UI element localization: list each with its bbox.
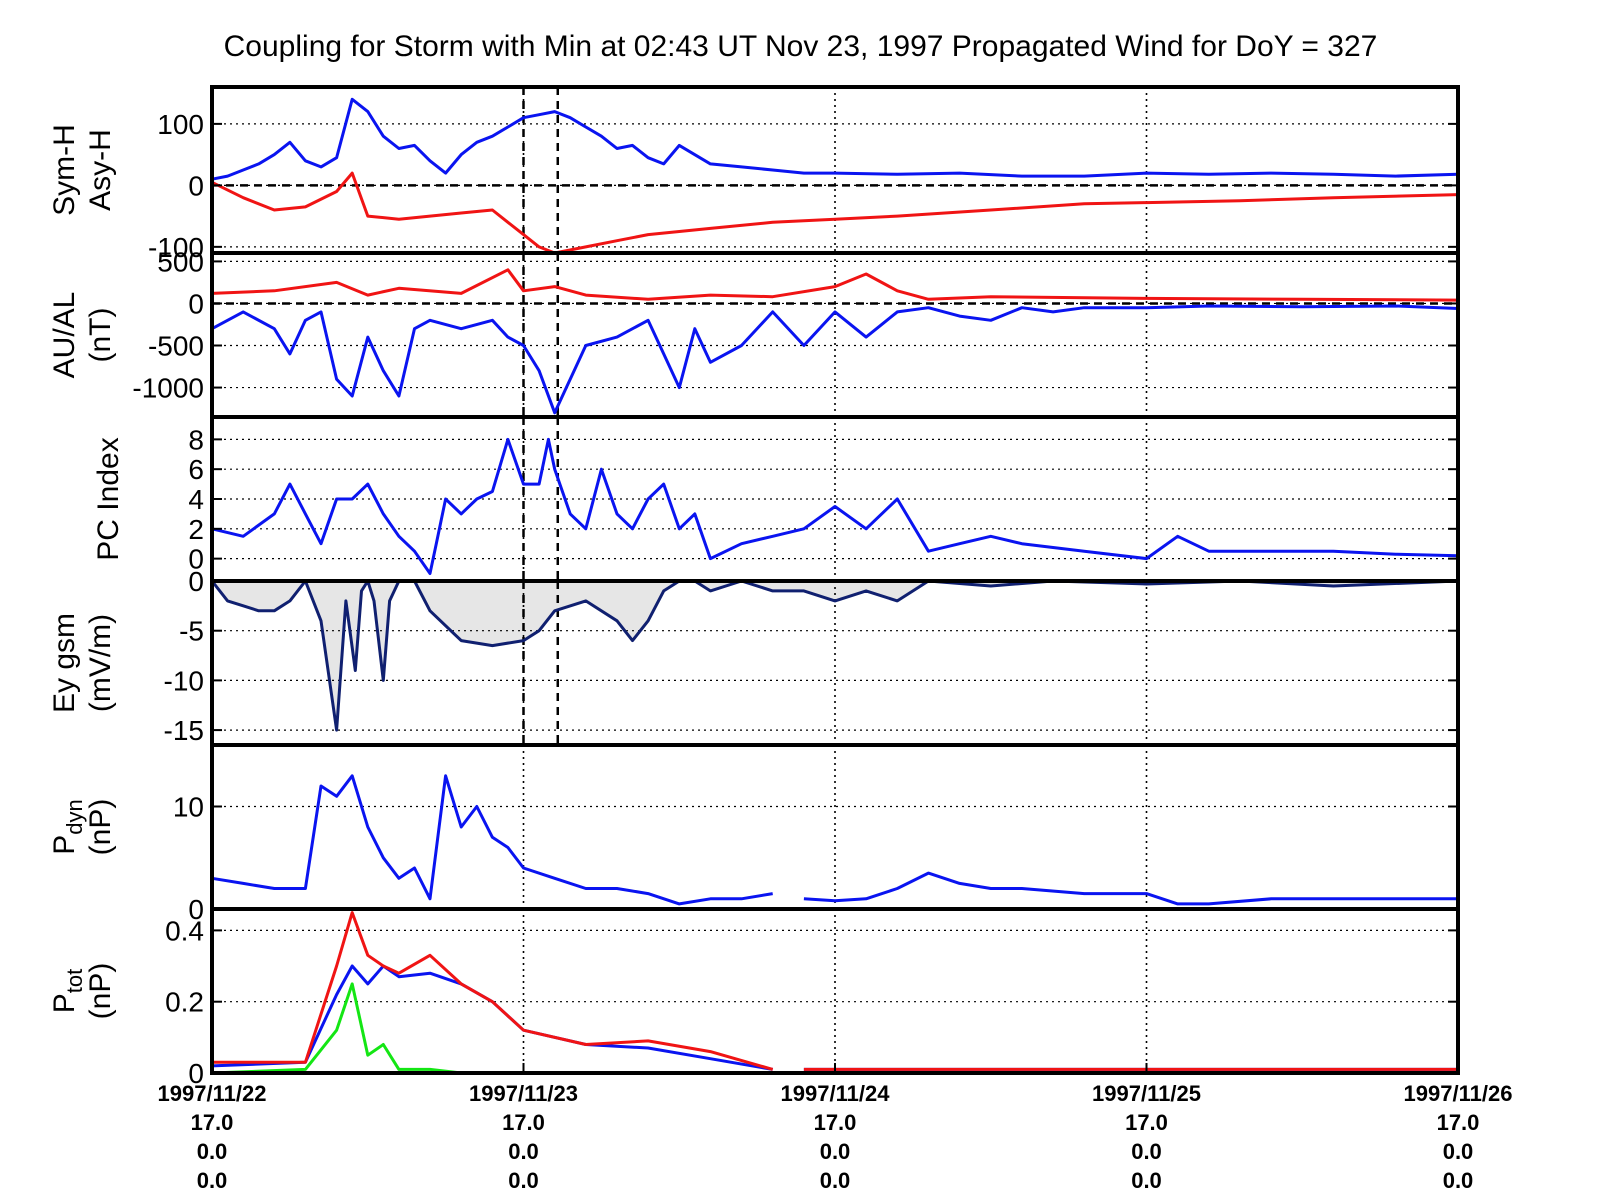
x-tick-label-date: 1997/11/23 (469, 1081, 578, 1106)
x-tick-label-row3: 0.0 (1131, 1139, 1162, 1164)
x-tick-label-row4: 0.0 (820, 1168, 851, 1193)
y-tick-label: 0 (188, 170, 204, 201)
y-tick-label: 8 (188, 424, 204, 455)
series-line-blue (211, 964, 773, 1071)
series-line-red (212, 911, 774, 1071)
y-axis-label: Sym-H (48, 124, 81, 216)
series-line-blue (211, 437, 1459, 575)
y-axis-label: (nP) (84, 963, 117, 1020)
y-axis-label: Asy-H (84, 129, 117, 211)
y-tick-label: 6 (188, 454, 204, 485)
y-tick-label: 0 (188, 894, 204, 925)
y-tick-label: 0 (188, 544, 204, 575)
series-line-blue (211, 774, 773, 906)
y-axis-label: AU/AL (48, 292, 81, 379)
y-axis-label: Pdyn (48, 799, 87, 855)
y-axis-label: (nT) (84, 308, 117, 363)
y-axis-label: (mV/m) (84, 614, 117, 712)
x-tick-label-row3: 0.0 (1443, 1139, 1474, 1164)
x-tick-label-date: 1997/11/25 (1092, 1081, 1201, 1106)
y-tick-label: 0 (188, 1058, 204, 1089)
chart-title: Coupling for Storm with Min at 02:43 UT … (223, 30, 1378, 63)
y-axis-label: (nP) (84, 799, 117, 856)
series-line-blue (211, 97, 1459, 181)
x-tick-label-date: 1997/11/24 (781, 1081, 891, 1106)
x-tick-label-row3: 0.0 (197, 1139, 228, 1164)
y-tick-label: -1000 (132, 373, 204, 404)
series-line-navy (210, 579, 1459, 732)
series-line-blue (211, 304, 1459, 415)
x-tick-label-row2: 17.0 (502, 1110, 545, 1135)
y-tick-label: 0.2 (165, 987, 204, 1018)
x-tick-label-row3: 0.0 (820, 1139, 851, 1164)
y-tick-label: 0 (188, 288, 204, 319)
y-tick-label: -500 (148, 331, 204, 362)
x-tick-label-row2: 17.0 (191, 1110, 234, 1135)
y-tick-label: -10 (164, 665, 204, 696)
y-axis-label: Ptot (48, 969, 87, 1013)
y-tick-label: -5 (179, 616, 204, 647)
x-tick-label-date: 1997/11/26 (1404, 1081, 1513, 1106)
x-tick-label-date: 1997/11/22 (158, 1081, 267, 1106)
y-tick-label: 500 (157, 246, 204, 277)
y-tick-label: 10 (173, 792, 204, 823)
x-tick-label-row4: 0.0 (1131, 1168, 1162, 1193)
x-tick-label-row4: 0.0 (197, 1168, 228, 1193)
y-tick-label: 0.4 (165, 915, 204, 946)
y-tick-label: 4 (188, 484, 204, 515)
y-axis-label: Ey gsm (48, 613, 81, 713)
x-tick-label-row3: 0.0 (508, 1139, 539, 1164)
x-tick-label-row4: 0.0 (1443, 1168, 1474, 1193)
x-tick-label-row2: 17.0 (1437, 1110, 1480, 1135)
y-tick-label: 2 (188, 514, 204, 545)
x-tick-label-row2: 17.0 (1125, 1110, 1168, 1135)
y-tick-label: 0 (188, 566, 204, 597)
series-line-red (211, 268, 1459, 302)
y-tick-label: -100 (148, 232, 204, 263)
y-axis-label: PC Index (92, 437, 125, 560)
x-tick-label-row2: 17.0 (814, 1110, 857, 1135)
y-tick-label: -15 (164, 715, 204, 746)
y-tick-label: 100 (157, 109, 204, 140)
x-tick-label-row4: 0.0 (508, 1168, 539, 1193)
series-line-blue (803, 871, 1458, 906)
